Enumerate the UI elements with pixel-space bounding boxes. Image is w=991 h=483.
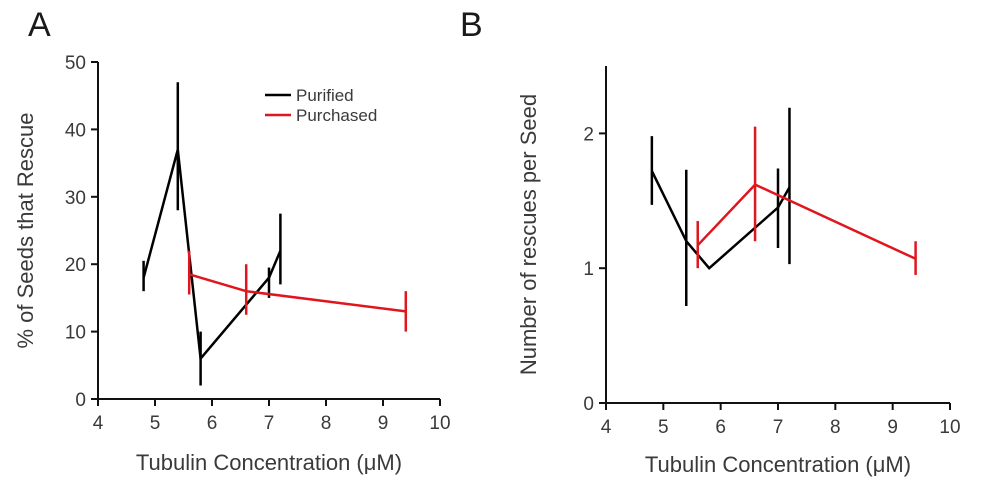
y-tick-label: 1: [583, 259, 594, 280]
y-tick-label: 40: [65, 120, 86, 141]
x-tick-label: 6: [207, 413, 218, 434]
panel-b-x-axis-title: Tubulin Concentration (μM): [645, 452, 911, 477]
x-tick-label: 9: [378, 413, 389, 434]
legend-label-purchased: Purchased: [296, 106, 377, 125]
y-tick-label: 0: [583, 394, 594, 415]
panel-a-ticks: 4 5 6 7 8 9 10 0 10 20 30 40 50: [65, 53, 451, 434]
x-tick-label: 4: [601, 417, 612, 438]
y-tick-label: 0: [75, 390, 86, 411]
panel-a-y-axis-title: % of Seeds that Rescue: [13, 112, 38, 348]
y-tick-label: 10: [65, 323, 86, 344]
panel-b-series: [650, 107, 917, 306]
x-tick-label: 10: [939, 417, 960, 438]
panel-b-y-axis-title: Number of rescues per Seed: [516, 94, 541, 375]
panel-a-series: [142, 82, 408, 386]
y-tick-label: 50: [65, 53, 86, 74]
x-tick-label: 9: [887, 417, 898, 438]
panel-a-x-axis-title: Tubulin Concentration (μM): [136, 450, 402, 475]
series-line-purchased: [188, 273, 406, 313]
x-tick-label: 5: [150, 413, 161, 434]
series-line-purchased: [696, 183, 917, 260]
panel-b-letter: B: [460, 6, 483, 44]
x-tick-label: 4: [93, 413, 104, 434]
x-tick-label: 8: [830, 417, 841, 438]
series-line-purified: [650, 170, 791, 270]
x-tick-label: 6: [715, 417, 726, 438]
panel-b: B 4 5 6 7 8 9 10 0 1 2 Tubulin Concentration (μM)…: [460, 6, 961, 477]
panel-a-legend: Purified Purchased: [265, 86, 377, 125]
panel-a: A 4 5 6 7 8 9 10 0 10 20 30 40 50 Purified Purchased…: [13, 6, 451, 475]
y-tick-label: 20: [65, 255, 86, 276]
y-tick-label: 2: [583, 124, 594, 145]
x-tick-label: 5: [658, 417, 669, 438]
x-tick-label: 7: [773, 417, 784, 438]
panel-b-ticks: 4 5 6 7 8 9 10 0 1 2: [583, 124, 960, 438]
x-tick-label: 10: [429, 413, 450, 434]
y-tick-label: 30: [65, 188, 86, 209]
panel-a-letter: A: [28, 6, 51, 44]
x-tick-label: 7: [264, 413, 275, 434]
series-line-purified: [142, 149, 282, 362]
x-tick-label: 8: [321, 413, 332, 434]
legend-label-purified: Purified: [296, 86, 354, 105]
